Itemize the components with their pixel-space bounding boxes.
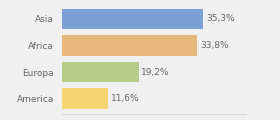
- Text: 35,3%: 35,3%: [206, 15, 234, 24]
- Bar: [62, 35, 197, 56]
- Bar: [62, 62, 139, 82]
- Bar: [62, 9, 203, 29]
- Text: 19,2%: 19,2%: [141, 68, 170, 77]
- Bar: [62, 88, 108, 109]
- Text: 33,8%: 33,8%: [200, 41, 228, 50]
- Text: 11,6%: 11,6%: [111, 94, 139, 103]
